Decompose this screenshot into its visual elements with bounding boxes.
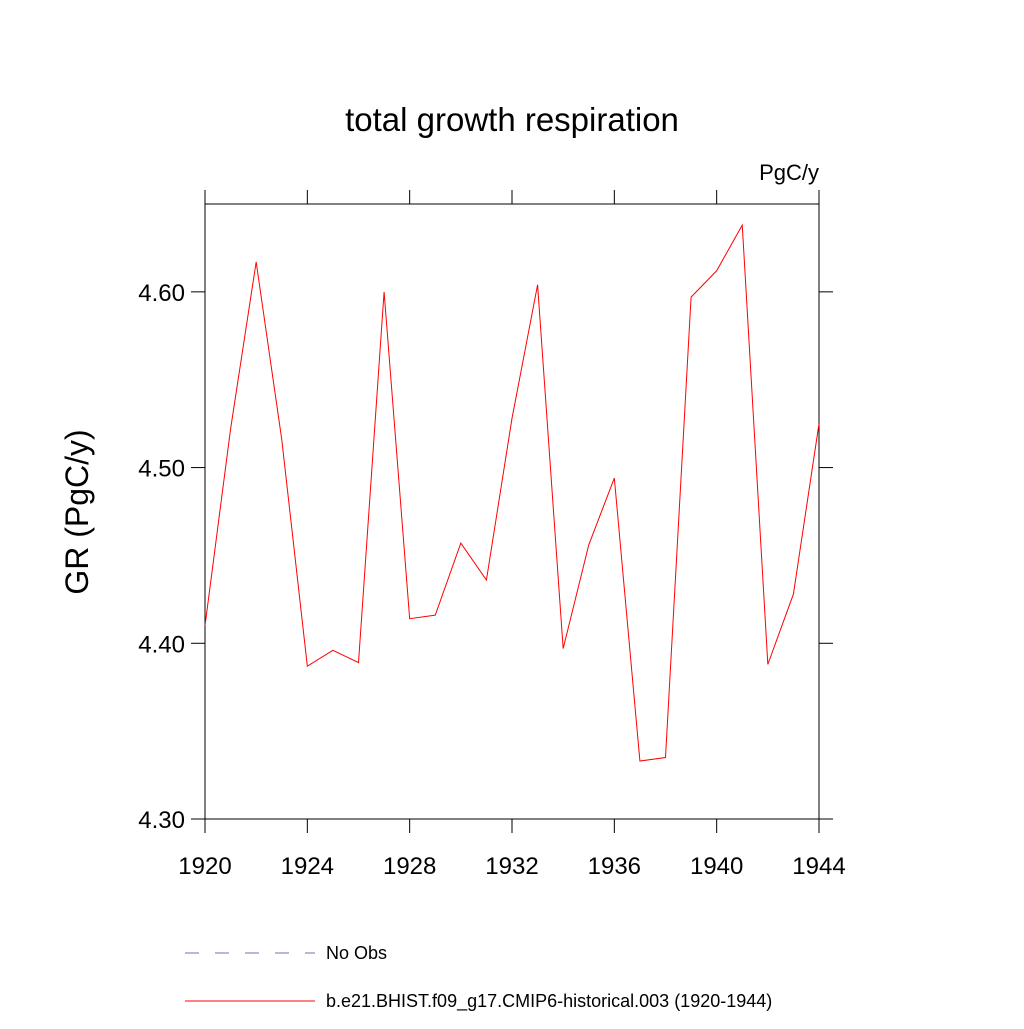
y-tick-label: 4.30	[138, 807, 185, 834]
y-tick-label: 4.60	[138, 280, 185, 307]
x-tick-label: 1936	[588, 853, 641, 880]
x-tick-label: 1928	[383, 853, 436, 880]
units-label: PgC/y	[759, 160, 819, 185]
legend-label: No Obs	[326, 943, 387, 963]
series-line	[204, 223, 820, 762]
y-axis-label: GR (PgC/y)	[59, 429, 95, 594]
y-tick-label: 4.40	[138, 631, 185, 658]
chart-title: total growth respiration	[345, 101, 679, 138]
plot-frame	[204, 203, 820, 820]
legend-label: b.e21.BHIST.f09_g17.CMIP6-historical.003…	[326, 991, 772, 1012]
x-tick-label: 1920	[178, 853, 231, 880]
x-tick-label: 1944	[792, 853, 845, 880]
x-tick-label: 1924	[281, 853, 334, 880]
y-tick-label: 4.50	[138, 456, 185, 483]
x-tick-label: 1932	[485, 853, 538, 880]
x-tick-label: 1940	[690, 853, 743, 880]
